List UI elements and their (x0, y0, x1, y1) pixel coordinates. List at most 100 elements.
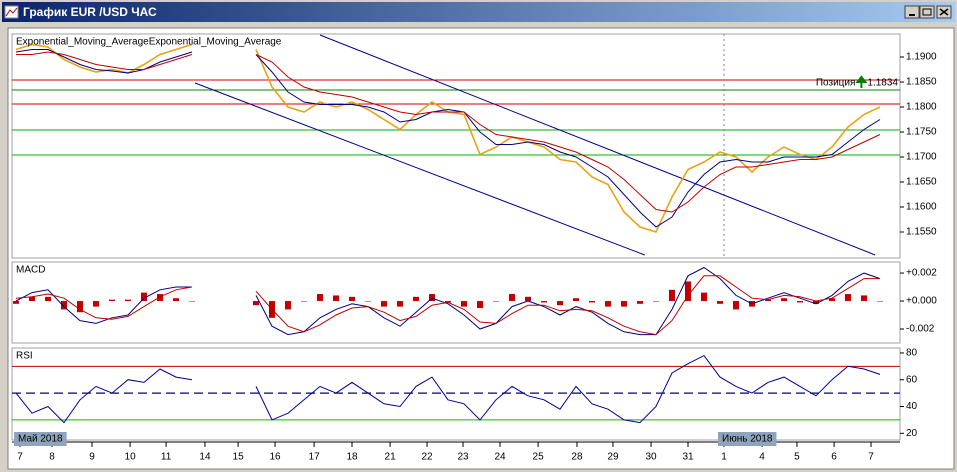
histogram-bar (717, 301, 723, 304)
month-badge (14, 432, 67, 446)
histogram-bar (189, 301, 195, 302)
histogram-bar (429, 294, 435, 302)
histogram-bar (781, 298, 787, 302)
histogram-bar (541, 301, 547, 303)
histogram-bar (557, 301, 563, 306)
x-tick-label: 23 (457, 452, 469, 463)
indicator-title: RSI (16, 351, 33, 362)
histogram-bar (157, 294, 163, 302)
y-tick-label: 1.1850 (906, 77, 937, 88)
x-tick-label: 10 (125, 452, 137, 463)
histogram-bar (669, 289, 675, 302)
histogram-bar (93, 301, 99, 307)
x-tick-label: 15 (233, 452, 245, 463)
window-icon-line (5, 7, 18, 17)
histogram-bar (621, 301, 627, 307)
x-tick-label: 11 (161, 452, 172, 463)
histogram-bar (397, 301, 403, 307)
y-tick-label: +0.002 (906, 268, 937, 279)
histogram-bar (589, 301, 595, 303)
histogram-bar (61, 301, 67, 310)
series-line (15, 49, 881, 228)
window-buttons[interactable] (904, 5, 952, 19)
x-tick-label: 16 (269, 452, 281, 463)
x-tick-label: 8 (49, 452, 55, 463)
legend-entry: Exponential_Moving_Average (149, 37, 282, 48)
panel-frame (11, 33, 901, 259)
month-badge (718, 432, 777, 446)
histogram-bar (829, 298, 835, 302)
maximize-button[interactable] (919, 5, 935, 19)
histogram-bar (477, 301, 483, 309)
x-tick-label: 6 (831, 452, 837, 463)
histogram-bar (797, 301, 803, 303)
channel-line (319, 34, 876, 256)
panel (12, 354, 900, 424)
position-label: Позиция (816, 78, 856, 89)
histogram-bar (349, 296, 355, 302)
histogram-bar (605, 301, 611, 307)
histogram-bar (253, 301, 259, 306)
histogram-bar (765, 299, 771, 302)
x-tick-label: 29 (607, 452, 619, 463)
histogram-bar (317, 294, 323, 302)
y-tick-label: 60 (906, 374, 918, 385)
histogram-bar (173, 298, 179, 302)
histogram-bar (845, 294, 851, 302)
x-tick-label: 14 (199, 452, 211, 463)
histogram-bar (125, 299, 131, 302)
position-value: 1.1834 (867, 78, 898, 89)
y-tick-label: 80 (906, 348, 918, 359)
x-tick-label: 30 (645, 452, 657, 463)
histogram-bar (653, 301, 659, 302)
month-label: Июнь 2018 (722, 434, 773, 445)
histogram-bar (493, 301, 499, 302)
minimize-button[interactable] (904, 5, 920, 19)
x-tick-label: 28 (571, 452, 583, 463)
histogram-bar (701, 292, 707, 302)
histogram-bar (685, 281, 691, 302)
histogram-bar (29, 296, 35, 302)
x-tick-label: 5 (794, 452, 800, 463)
x-tick-label: 31 (682, 452, 694, 463)
x-tick-label: 1 (721, 452, 727, 463)
histogram-bar (333, 295, 339, 302)
y-tick-label: -0.002 (906, 324, 935, 335)
histogram-bar (461, 301, 467, 307)
histogram-bar (365, 301, 371, 302)
panel (13, 266, 883, 336)
title-bar (2, 2, 955, 22)
y-tick-label: 20 (906, 428, 918, 439)
x-tick-label: 4 (759, 452, 765, 463)
histogram-bar (861, 295, 867, 302)
x-tick-label: 7 (17, 452, 23, 463)
channel-line (194, 82, 645, 256)
position-arrow (855, 75, 868, 88)
x-tick-label: 21 (385, 452, 397, 463)
panel-frame (11, 261, 901, 344)
maximize-icon (922, 8, 932, 16)
x-tick-label: 17 (309, 452, 321, 463)
histogram-bar (13, 301, 19, 304)
x-tick-label: 22 (421, 452, 433, 463)
series-line (15, 275, 880, 336)
window-title: График EUR /USD ЧАС (23, 5, 157, 19)
y-tick-label: 1.1900 (906, 52, 937, 63)
indicator-title: MACD (16, 265, 45, 276)
histogram-bar (381, 301, 387, 307)
histogram-bar (77, 301, 83, 313)
y-tick-label: 1.1550 (906, 227, 937, 238)
x-tick-label: 25 (533, 452, 545, 463)
x-tick-label: 7 (868, 452, 874, 463)
histogram-bar (285, 301, 291, 310)
y-tick-label: 1.1600 (906, 202, 937, 213)
x-tick-label: 9 (89, 452, 95, 463)
y-tick-label: 1.1650 (906, 177, 937, 188)
month-label: Май 2018 (18, 434, 63, 445)
close-icon (939, 8, 949, 16)
histogram-bar (573, 298, 579, 302)
histogram-bar (45, 296, 51, 302)
y-tick-label: +0.000 (906, 296, 937, 307)
histogram-bar (141, 292, 147, 302)
panel (12, 34, 900, 258)
